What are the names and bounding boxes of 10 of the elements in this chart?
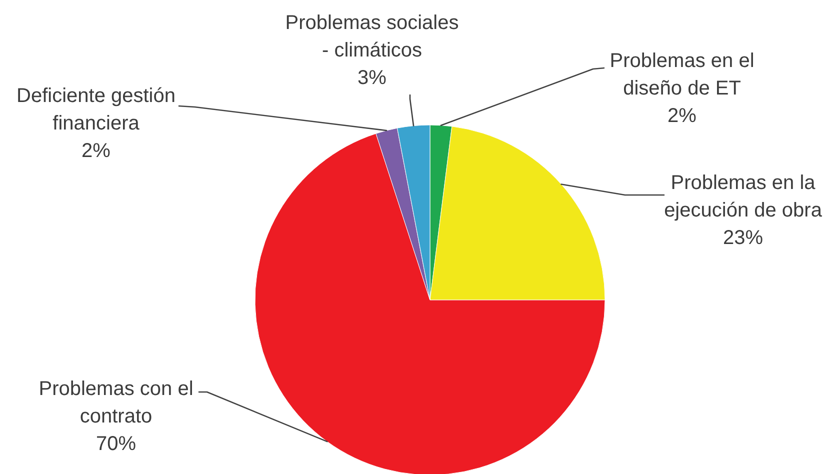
data-label: 23%	[722, 227, 764, 249]
data-label: 70%	[96, 433, 136, 455]
slice-label: Problemas con el contrato	[38, 378, 194, 428]
slice-label: Problemas en la ejecución de obra	[664, 172, 823, 222]
slice-label: Problemas en el diseño de ET	[610, 50, 754, 100]
slice-label: Problemas sociales - climáticos	[285, 12, 459, 62]
data-label: 3%	[358, 67, 387, 89]
data-label: 2%	[668, 105, 697, 127]
data-label: 2%	[82, 140, 111, 162]
slice-label: Deficiente gestión financiera	[16, 85, 176, 134]
